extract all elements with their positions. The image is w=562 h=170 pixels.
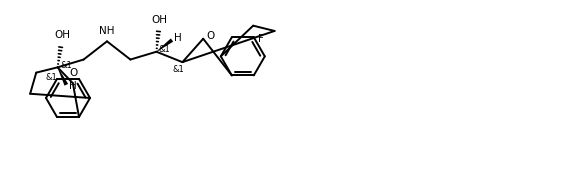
Text: F: F bbox=[258, 34, 264, 44]
Text: OH: OH bbox=[152, 15, 167, 25]
Text: OH: OH bbox=[54, 30, 70, 40]
Text: &1: &1 bbox=[61, 61, 72, 70]
Text: &1: &1 bbox=[158, 45, 170, 54]
Text: &1: &1 bbox=[173, 65, 184, 74]
Text: NH: NH bbox=[99, 26, 115, 36]
Text: H: H bbox=[174, 33, 182, 43]
Polygon shape bbox=[156, 38, 173, 52]
Text: O: O bbox=[70, 68, 78, 78]
Polygon shape bbox=[57, 67, 68, 86]
Text: &1: &1 bbox=[46, 73, 57, 82]
Text: O: O bbox=[206, 31, 215, 41]
Text: H: H bbox=[69, 81, 77, 91]
